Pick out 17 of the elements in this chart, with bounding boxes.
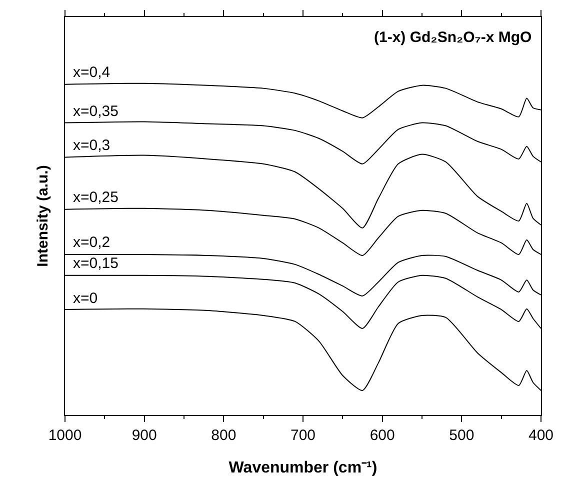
x-axis-title: Wavenumber (cm⁻¹) <box>228 460 378 477</box>
series-label: x=0,15 <box>73 255 118 272</box>
x-tick-label: 900 <box>132 427 157 444</box>
series-label: x=0,35 <box>73 103 118 120</box>
x-tick-label: 800 <box>211 427 236 444</box>
x-tick-label: 700 <box>290 427 316 444</box>
x-tick-label: 500 <box>449 427 474 444</box>
series-label: x=0,2 <box>73 234 110 251</box>
x-tick-label: 600 <box>370 427 395 444</box>
y-axis-title: Intensity (a.u.) <box>34 165 52 267</box>
chart-title: (1-x) Gd₂Sn₂O₇-x MgO <box>374 29 532 46</box>
series-label: x=0,3 <box>73 137 110 154</box>
series-label: x=0,4 <box>73 64 110 81</box>
series-label: x=0 <box>73 290 98 307</box>
series-label: x=0,25 <box>73 189 118 206</box>
x-tick-label: 400 <box>528 427 554 444</box>
x-tick-label: 1000 <box>48 427 82 444</box>
